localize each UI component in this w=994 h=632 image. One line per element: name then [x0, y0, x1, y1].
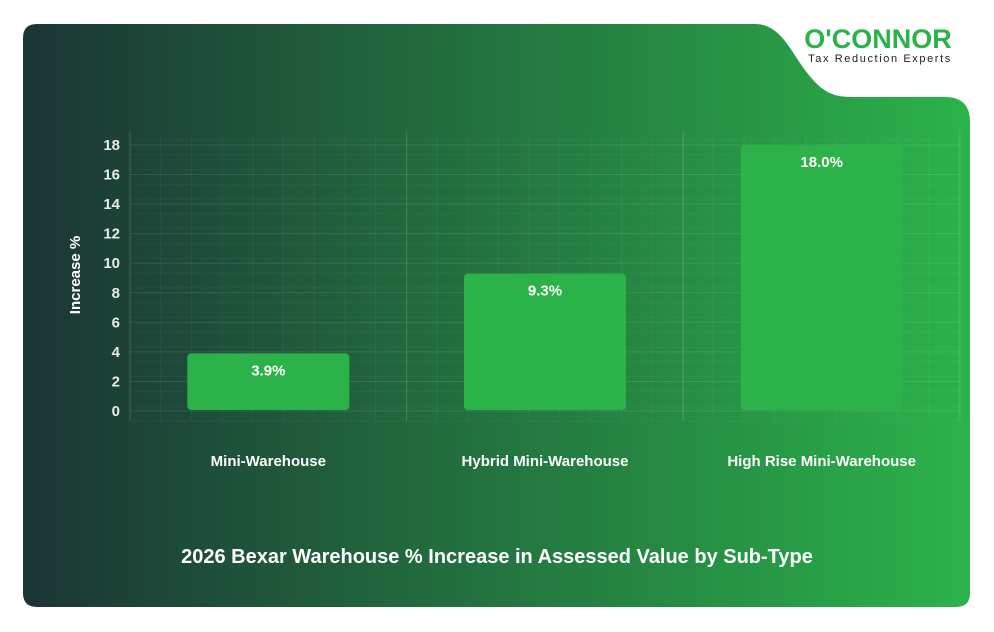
x-tick-label: Mini-Warehouse — [211, 453, 326, 470]
data-label: 18.0% — [800, 154, 843, 171]
y-tick-label: 4 — [112, 344, 121, 361]
chart-title: 2026 Bexar Warehouse % Increase in Asses… — [181, 546, 813, 568]
y-tick-label: 12 — [103, 226, 120, 243]
y-tick-label: 2 — [112, 373, 120, 390]
y-axis-ticks: 0 2 4 6 8 10 12 14 16 18 — [103, 137, 120, 420]
logo: O'CONNOR Tax Reduction Experts — [804, 24, 952, 65]
bar — [187, 353, 350, 410]
y-axis-label: Increase % — [67, 236, 84, 314]
bar — [740, 145, 903, 410]
svg-text:O'CONNOR: O'CONNOR — [804, 24, 951, 54]
x-tick-label: Hybrid Mini-Warehouse — [462, 453, 629, 470]
y-tick-label: 0 — [112, 403, 120, 420]
x-axis-labels: Mini-Warehouse Hybrid Mini-Warehouse High … — [211, 453, 916, 470]
bar — [464, 273, 626, 410]
data-label: 9.3% — [528, 283, 562, 300]
y-tick-label: 18 — [103, 137, 120, 154]
y-tick-label: 6 — [112, 314, 120, 331]
logo-tagline: Tax Reduction Experts — [808, 53, 952, 65]
y-tick-label: 10 — [103, 255, 120, 272]
y-tick-label: 14 — [103, 196, 120, 213]
bars: 3.9% 9.3% 18.0% — [187, 145, 903, 410]
x-tick-label: High Rise Mini-Warehouse — [727, 453, 916, 470]
data-label: 3.9% — [251, 362, 285, 379]
y-tick-label: 8 — [112, 285, 120, 302]
y-tick-label: 16 — [103, 167, 120, 184]
